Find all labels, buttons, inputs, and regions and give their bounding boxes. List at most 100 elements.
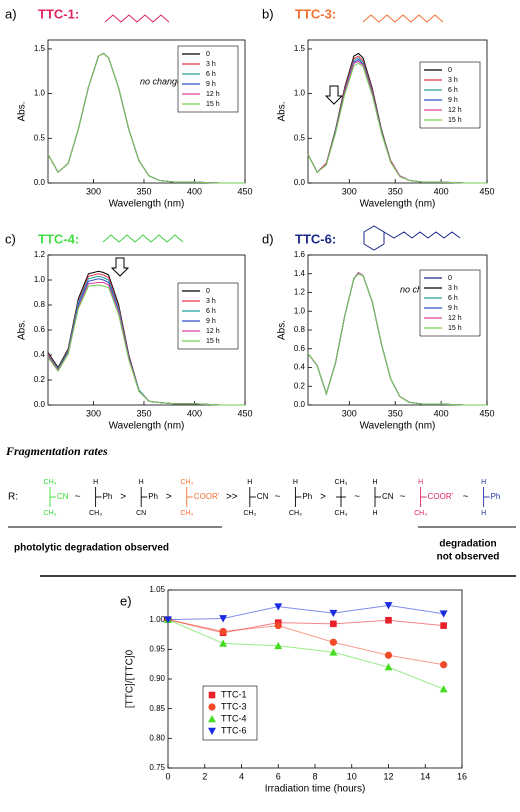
x-tick-label: 10 xyxy=(347,771,357,781)
legend-label: 3 h xyxy=(448,285,458,292)
y-tick-label: 0.95 xyxy=(149,644,165,653)
group-right: COOR' xyxy=(194,492,220,501)
marker xyxy=(440,661,448,669)
legend-label: 6 h xyxy=(448,87,458,94)
group-top: H xyxy=(293,479,298,486)
legend-label: 15 h xyxy=(206,101,220,108)
panel-title: TTC-1: xyxy=(38,6,79,21)
marker xyxy=(385,616,392,624)
y-axis-label: Abs. xyxy=(277,320,288,340)
group-bottom: CH₃ xyxy=(180,510,193,517)
y-axis-label: Abs. xyxy=(17,101,28,121)
x-tick-label: 300 xyxy=(342,186,357,196)
y-tick-label: 1.0 xyxy=(34,89,46,98)
legend-label: 6 h xyxy=(206,71,216,78)
y-axis-label: Abs. xyxy=(17,320,28,340)
legend-label: 0 xyxy=(206,288,210,295)
y-tick-label: 1.4 xyxy=(294,269,306,278)
panel-title: TTC-3: xyxy=(295,6,336,21)
legend-label: 0 xyxy=(448,67,452,74)
operator: ~ xyxy=(274,492,280,503)
y-tick-label: 0.85 xyxy=(149,704,165,713)
y-tick-label: 1.00 xyxy=(149,615,165,624)
group-bottom: CH₃ xyxy=(243,510,256,517)
group-right: CN xyxy=(382,492,394,501)
marker xyxy=(164,616,172,624)
legend-label: 15 h xyxy=(448,325,462,332)
group-right: Ph xyxy=(103,492,113,501)
legend-label: 15 h xyxy=(206,338,220,345)
y-tick-label: 1.5 xyxy=(34,44,46,53)
x-tick-label: 300 xyxy=(86,186,101,196)
group-bottom: H xyxy=(372,510,377,517)
molecule-sketch xyxy=(363,225,385,251)
group-right: CN xyxy=(57,492,69,501)
legend-label: 3 h xyxy=(448,77,458,84)
legend-box xyxy=(177,45,239,113)
y-tick-label: 0.90 xyxy=(149,674,165,683)
marker xyxy=(329,648,338,656)
y-tick-label: 0.5 xyxy=(34,133,46,142)
group-top: H xyxy=(372,479,377,486)
series-line xyxy=(167,619,444,666)
marker xyxy=(274,641,283,650)
series-line xyxy=(167,619,444,634)
group-top: H xyxy=(481,479,486,486)
spectrum-line xyxy=(307,62,487,184)
panel-title: TTC-6: xyxy=(295,231,336,246)
x-axis-label: Wavelength (nm) xyxy=(360,421,436,432)
legend-label: 0 xyxy=(206,51,210,58)
marker xyxy=(208,715,216,723)
panel-label: c) xyxy=(5,231,16,246)
x-tick-label: 4 xyxy=(239,771,244,781)
panel-label: a) xyxy=(5,6,17,21)
legend-label: 12 h xyxy=(448,107,462,114)
legend-label: 9 h xyxy=(206,318,216,325)
legend-label: TTC-4 xyxy=(221,713,247,723)
legend-label: 12 h xyxy=(206,328,220,335)
group-top: H xyxy=(247,479,252,486)
y-tick-label: 0.0 xyxy=(294,178,306,187)
marker xyxy=(219,639,228,647)
marker xyxy=(384,663,393,671)
x-axis-label: Wavelength (nm) xyxy=(109,421,185,432)
y-tick-label: 0.0 xyxy=(294,400,306,409)
y-tick-label: 1.2 xyxy=(294,288,306,297)
marker xyxy=(219,627,227,636)
operator: ~ xyxy=(463,492,469,503)
group-top: CH₃ xyxy=(180,479,193,486)
series-line xyxy=(167,619,444,690)
x-tick-label: 16 xyxy=(457,771,467,781)
marker xyxy=(208,703,216,711)
y-tick-label: 1.5 xyxy=(294,44,306,53)
y-tick-label: 0.80 xyxy=(149,733,165,742)
x-tick-label: 400 xyxy=(187,408,202,418)
group-bottom: CN xyxy=(136,510,146,517)
operator: ~ xyxy=(400,492,406,503)
marker xyxy=(274,603,283,611)
y-tick-label: 0.75 xyxy=(149,763,165,772)
legend-label: 0 xyxy=(448,275,452,282)
marker xyxy=(329,609,338,618)
legend-label: 12 h xyxy=(448,315,462,322)
operator: ~ xyxy=(75,492,81,503)
legend-label: 6 h xyxy=(448,295,458,302)
legend-label: TTC-1 xyxy=(221,689,247,699)
legend-label: 15 h xyxy=(448,117,462,124)
x-tick-label: 450 xyxy=(479,408,494,418)
spectrum-line xyxy=(47,52,245,184)
marker xyxy=(439,685,448,693)
legend-label: 3 h xyxy=(206,298,216,305)
scheme-label: degradation xyxy=(439,539,496,550)
legend-label: 9 h xyxy=(448,97,458,104)
marker xyxy=(384,651,393,659)
x-tick-label: 400 xyxy=(434,186,449,196)
x-tick-label: 400 xyxy=(434,408,449,418)
x-tick-label: 350 xyxy=(136,408,151,418)
x-tick-label: 2 xyxy=(202,771,207,781)
group-bottom: H xyxy=(481,510,486,517)
panel-label: b) xyxy=(262,6,274,21)
x-tick-label: 14 xyxy=(420,771,430,781)
y-tick-label: 0.8 xyxy=(294,325,306,334)
